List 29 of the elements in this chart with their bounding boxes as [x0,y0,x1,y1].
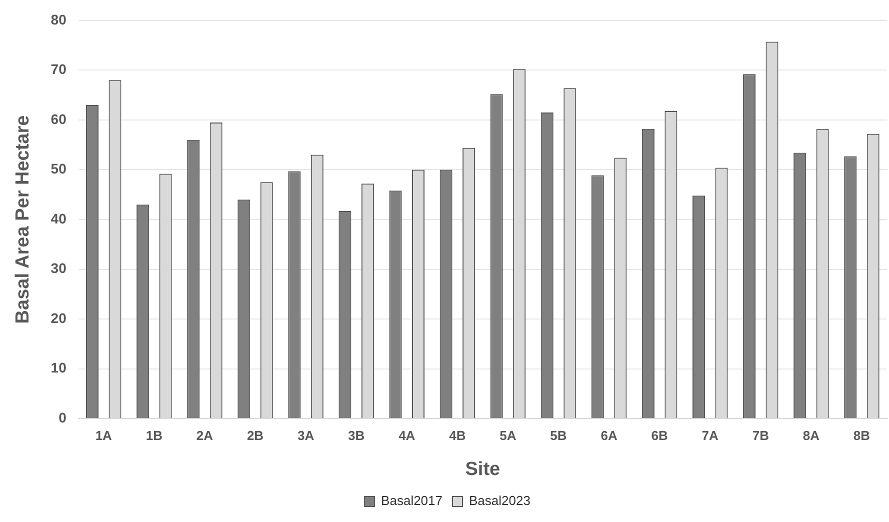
y-tick-label: 0 [58,409,67,426]
x-tick-label: 8A [802,428,820,443]
x-tick-label: 1B [146,428,162,443]
x-tick-label: 5A [500,428,517,443]
x-tick-label: 7B [752,428,769,443]
x-tick-label: 2B [246,428,264,443]
x-tick-label: 6A [600,428,618,443]
x-tick-label: 1A [95,428,113,443]
y-tick-label: 40 [50,210,67,226]
x-tick-label: 8B [853,428,870,443]
x-tick-label: 4B [449,428,466,443]
x-axis-title: Site [465,458,500,480]
y-axis-title: Basal Area Per Hectare [12,115,34,324]
legend-label: Basal2023 [469,493,530,508]
y-tick-label: 70 [50,61,67,78]
x-tick-label: 3A [297,428,315,443]
y-tick-label: 30 [50,260,67,276]
y-tick-label: 20 [50,310,67,326]
y-tick-label: 50 [50,160,67,177]
legend-label: Basal2017 [381,493,443,508]
x-tick-label: 4A [398,428,416,443]
y-tick-label: 60 [50,110,67,127]
x-tick-label: 3B [348,428,365,443]
x-tick-label: 2A [196,428,214,443]
y-tick-label: 80 [50,11,67,28]
y-tick-label: 10 [50,360,67,376]
x-tick-label: 7A [702,428,720,443]
x-tick-label: 6B [651,428,668,443]
x-tick-label: 5B [550,428,567,443]
